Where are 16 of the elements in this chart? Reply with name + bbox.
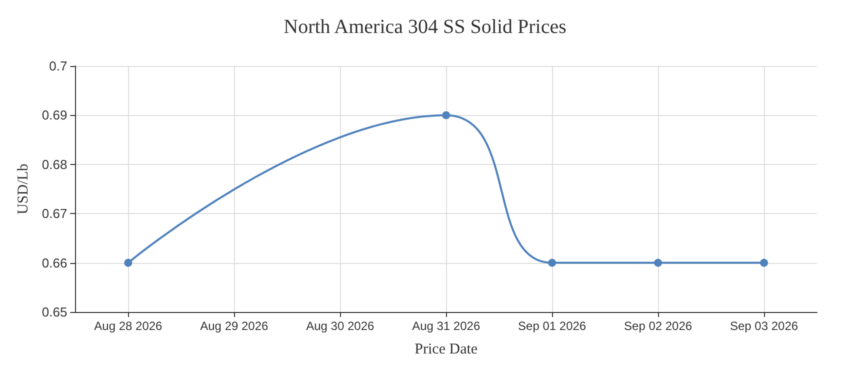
x-tick-label: Sep 02 2026 — [624, 319, 692, 333]
y-axis-title: USD/Lb — [16, 164, 32, 214]
y-tick-label: 0.67 — [42, 206, 68, 222]
x-tick-label: Aug 29 2026 — [200, 319, 269, 333]
x-tick-label: Aug 31 2026 — [412, 319, 480, 333]
chart-title: North America 304 SS Solid Prices — [284, 16, 567, 38]
y-tick-label: 0.65 — [42, 304, 68, 320]
x-tick-label: Sep 01 2026 — [518, 319, 586, 333]
x-tick-label: Sep 03 2026 — [730, 319, 798, 333]
y-tick-label: 0.7 — [49, 58, 68, 74]
y-tick-label: 0.69 — [42, 108, 68, 123]
y-tick-label: 0.68 — [42, 156, 68, 172]
x-axis-title: Price Date — [414, 342, 478, 358]
x-tick-label: Aug 30 2026 — [306, 319, 374, 333]
y-tick-label: 0.66 — [42, 255, 68, 270]
x-tick-label: Aug 28 2026 — [94, 319, 163, 333]
